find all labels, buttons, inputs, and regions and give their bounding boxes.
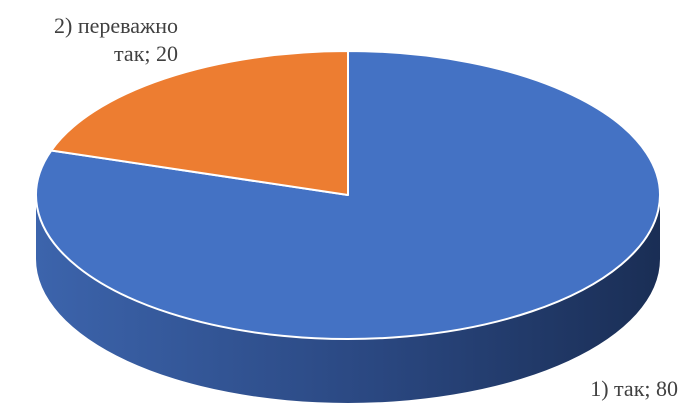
pie-top-face (35, 50, 661, 340)
pie-side-slice-1 (36, 195, 660, 403)
data-label-slice-2: 2) переважно так; 20 (54, 13, 178, 66)
pie-slice-2 (50, 50, 349, 196)
data-label-slice-1: 1) так; 80 (590, 376, 678, 401)
pie-side-wall (36, 195, 660, 403)
